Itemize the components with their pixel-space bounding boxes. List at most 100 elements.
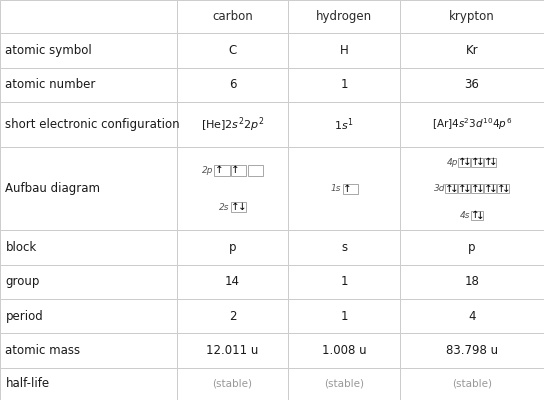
Bar [400,102,544,147]
Text: ↑: ↑ [484,157,492,167]
Bar [177,299,288,333]
Bar [400,230,544,265]
Text: ↓: ↓ [489,184,497,194]
Text: 6: 6 [229,78,236,91]
Bar [400,368,544,400]
Text: ↓: ↓ [462,157,471,167]
Text: ↓: ↓ [238,202,246,212]
Text: 4: 4 [468,310,475,323]
Bar [471,158,483,167]
Text: ↑: ↑ [231,202,240,212]
Text: s: s [341,241,347,254]
Text: 2p: 2p [201,166,213,175]
Text: ↑: ↑ [484,184,492,194]
Bar [471,184,484,194]
Text: 1: 1 [341,276,348,288]
Bar [288,265,400,299]
Bar [0,230,177,265]
Bar [471,211,483,220]
Text: ↑: ↑ [471,210,479,220]
Text: period: period [5,310,43,323]
Text: (stable): (stable) [213,379,252,389]
Text: Kr: Kr [466,44,478,57]
Text: atomic number: atomic number [5,78,96,91]
Text: 2: 2 [229,310,236,323]
Text: $[\mathrm{Ar}]4s^{2}3d^{10}4p^{6}$: $[\mathrm{Ar}]4s^{2}3d^{10}4p^{6}$ [432,117,512,132]
Text: ↑: ↑ [444,184,453,194]
Text: ↑: ↑ [497,184,505,194]
Bar [288,299,400,333]
Text: ↓: ↓ [502,184,510,194]
Text: 4s: 4s [460,211,471,220]
Text: (stable): (stable) [324,379,364,389]
Bar [177,33,288,68]
Bar [288,147,400,230]
Bar [288,33,400,68]
Text: ↑: ↑ [343,184,351,194]
Bar [498,184,510,194]
Bar [0,299,177,333]
Bar [231,202,246,212]
Text: H: H [339,44,349,57]
Text: Aufbau diagram: Aufbau diagram [5,182,101,195]
Text: ↓: ↓ [475,210,484,220]
Bar [177,0,288,33]
Bar [0,68,177,102]
Text: 12.011 u: 12.011 u [206,344,259,357]
Bar [400,68,544,102]
Text: atomic mass: atomic mass [5,344,81,357]
Bar [0,0,177,33]
Text: ↓: ↓ [489,157,497,167]
Bar [484,158,496,167]
Text: 4p: 4p [447,158,458,167]
Bar [177,68,288,102]
Text: 3d: 3d [434,184,445,193]
Bar [458,158,470,167]
Bar [400,147,544,230]
Text: ↑: ↑ [458,184,466,194]
Bar [445,184,457,194]
Text: 1.008 u: 1.008 u [322,344,367,357]
Bar [485,184,497,194]
Bar [248,165,263,176]
Text: carbon: carbon [212,10,253,23]
Text: atomic symbol: atomic symbol [5,44,92,57]
Text: 1s: 1s [330,184,341,193]
Text: krypton: krypton [449,10,495,23]
Bar [177,368,288,400]
Text: ↓: ↓ [449,184,458,194]
Text: ↑: ↑ [458,157,466,167]
Bar [231,165,246,176]
Bar [0,147,177,230]
Text: $[\mathrm{He}]2s^{2}2p^{2}$: $[\mathrm{He}]2s^{2}2p^{2}$ [201,115,264,134]
Bar [0,333,177,368]
Text: p: p [229,241,236,254]
Bar [0,33,177,68]
Bar [343,184,358,194]
Bar [0,102,177,147]
Bar [288,333,400,368]
Bar [288,102,400,147]
Bar [177,265,288,299]
Bar [177,230,288,265]
Bar [177,102,288,147]
Text: block: block [5,241,36,254]
Bar [214,165,230,176]
Text: ↓: ↓ [475,157,484,167]
Text: 1: 1 [341,78,348,91]
Text: ↑: ↑ [231,166,240,176]
Text: $1s^{1}$: $1s^{1}$ [334,116,354,133]
Bar [177,147,288,230]
Text: ↓: ↓ [475,184,484,194]
Bar [288,368,400,400]
Bar [458,184,470,194]
Text: half-life: half-life [5,377,50,390]
Text: ↓: ↓ [462,184,471,194]
Text: short electronic configuration: short electronic configuration [5,118,180,131]
Text: group: group [5,276,40,288]
Bar [400,265,544,299]
Bar [400,0,544,33]
Bar [0,265,177,299]
Text: 18: 18 [465,276,479,288]
Bar [288,0,400,33]
